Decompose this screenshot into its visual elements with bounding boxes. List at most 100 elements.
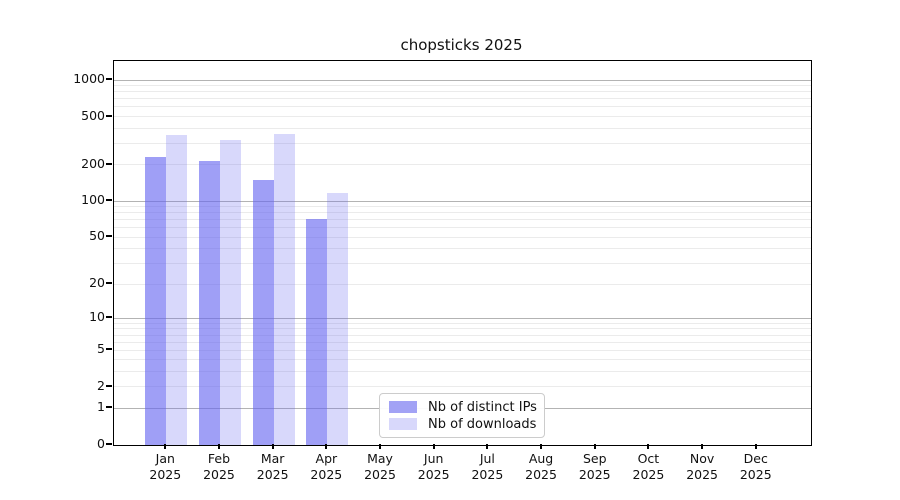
- x-tick-label-line: 2025: [525, 467, 557, 482]
- x-tick-label-line: Aug: [528, 451, 554, 466]
- legend-label: Nb of downloads: [428, 416, 537, 432]
- x-tick: [647, 444, 650, 449]
- y-gridline-minor: [114, 322, 811, 324]
- x-tick-label-line: 2025: [310, 467, 343, 482]
- x-tick-label: Apr 2025: [281, 451, 371, 483]
- x-tick-label-line: Apr: [315, 451, 338, 466]
- x-tick: [701, 444, 704, 449]
- y-gridline-minor: [114, 212, 811, 214]
- y-gridline-minor: [114, 328, 811, 330]
- bar-nb-of-distinct-ips-3: [306, 219, 328, 445]
- y-gridline-minor: [114, 127, 811, 129]
- legend-swatch: [389, 401, 417, 413]
- bar-nb-of-downloads-1: [219, 140, 241, 445]
- y-gridline-minor: [114, 91, 811, 93]
- y-gridline-minor: [114, 359, 811, 361]
- y-tick-label: 0: [97, 436, 105, 451]
- x-tick: [271, 444, 274, 449]
- x-tick-label-line: 2025: [686, 467, 718, 482]
- bar-nb-of-distinct-ips-0: [145, 157, 167, 445]
- x-tick: [754, 444, 757, 449]
- x-tick-label-line: 2025: [417, 467, 450, 482]
- y-gridline-minor: [114, 116, 811, 118]
- y-gridline-minor: [114, 248, 811, 250]
- x-tick-label: May 2025: [335, 451, 425, 483]
- x-tick-label-line: 2025: [578, 467, 611, 482]
- x-tick-label-line: 2025: [364, 467, 396, 482]
- x-tick-label-line: Mar: [260, 451, 285, 466]
- x-tick-label-line: 2025: [256, 467, 289, 482]
- x-tick: [379, 444, 382, 449]
- legend: Nb of distinct IPs Nb of downloads: [379, 393, 545, 438]
- x-tick-label: Jul 2025: [442, 451, 532, 483]
- y-tick-label: 2: [97, 377, 105, 393]
- y-tick-label: 50: [89, 228, 105, 244]
- y-tick-label: 200: [81, 155, 105, 171]
- legend-swatch: [389, 418, 417, 430]
- y-tick: [106, 162, 112, 165]
- y-tick: [106, 78, 112, 80]
- y-tick-label: 100: [81, 192, 105, 208]
- y-gridline-minor: [114, 371, 811, 373]
- x-tick-label-line: Jul: [479, 451, 495, 466]
- legend-item: Nb of downloads: [389, 416, 537, 432]
- bar-nb-of-downloads-2: [273, 133, 295, 445]
- x-tick-label-line: 2025: [632, 467, 665, 482]
- y-gridline-minor: [114, 142, 811, 144]
- y-tick: [106, 199, 112, 202]
- x-tick-label: Nov 2025: [657, 451, 747, 483]
- bar-nb-of-downloads-3: [327, 193, 349, 445]
- x-tick-label: Jan 2025: [120, 451, 210, 483]
- y-tick: [106, 443, 112, 445]
- y-tick: [106, 348, 112, 351]
- y-tick-label: 20: [89, 275, 105, 291]
- y-gridline-minor: [114, 334, 811, 336]
- x-tick: [432, 444, 435, 449]
- y-tick-label: 1: [97, 399, 105, 415]
- y-gridline-minor: [114, 164, 811, 166]
- y-tick: [106, 316, 112, 319]
- y-gridline-minor: [114, 219, 811, 221]
- y-gridline-major: [114, 200, 811, 202]
- x-tick-label-line: May: [367, 451, 393, 466]
- x-tick-label-line: Sep: [582, 451, 607, 466]
- plot-area: [113, 60, 812, 446]
- y-gridline-minor: [114, 98, 811, 100]
- x-tick-label: Sep 2025: [550, 451, 640, 483]
- y-tick-label: 5: [97, 341, 105, 357]
- x-tick-label: Aug 2025: [496, 451, 586, 483]
- x-tick-label-line: Oct: [637, 451, 660, 466]
- y-gridline-minor: [114, 349, 811, 351]
- y-gridline-minor: [114, 206, 811, 208]
- x-tick: [486, 444, 489, 449]
- bar-nb-of-distinct-ips-2: [252, 179, 274, 445]
- legend-item: Nb of distinct IPs: [389, 399, 537, 415]
- y-tick-label: 1000: [73, 71, 105, 86]
- legend-label: Nb of distinct IPs: [428, 399, 537, 415]
- x-tick-label: Mar 2025: [228, 451, 318, 483]
- y-gridline-minor: [114, 85, 811, 87]
- y-gridline-minor: [114, 227, 811, 229]
- x-tick-label: Feb 2025: [174, 451, 264, 483]
- y-gridline-minor: [114, 341, 811, 343]
- x-tick-label-line: 2025: [149, 467, 182, 482]
- x-tick-label-line: 2025: [471, 467, 504, 482]
- x-tick-label-line: 2025: [203, 467, 235, 482]
- y-gridline-minor: [114, 106, 811, 108]
- y-gridline-minor: [114, 283, 811, 285]
- x-tick-label: Dec 2025: [711, 451, 801, 483]
- y-tick: [106, 235, 112, 238]
- y-gridline-minor: [114, 236, 811, 238]
- x-tick-label-line: Jun: [423, 451, 444, 466]
- x-tick: [593, 444, 596, 449]
- bar-nb-of-distinct-ips-1: [198, 160, 220, 445]
- y-tick: [106, 282, 112, 285]
- y-gridline-major: [114, 317, 811, 319]
- y-tick-label: 10: [89, 309, 105, 325]
- x-tick-label-line: Nov: [689, 451, 715, 466]
- y-tick: [106, 114, 112, 117]
- x-tick-label-line: Feb: [207, 451, 231, 466]
- x-tick: [164, 444, 167, 449]
- chart-title: chopsticks 2025: [400, 36, 523, 54]
